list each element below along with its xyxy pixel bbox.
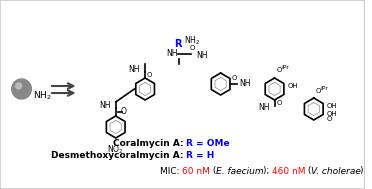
Polygon shape bbox=[136, 78, 154, 100]
Text: NH: NH bbox=[239, 80, 251, 88]
Circle shape bbox=[12, 79, 31, 99]
Text: NH$_2$: NH$_2$ bbox=[33, 90, 52, 102]
Text: E. faecium: E. faecium bbox=[216, 167, 264, 176]
Text: OH: OH bbox=[287, 83, 298, 89]
Text: NH: NH bbox=[166, 50, 177, 59]
Text: O: O bbox=[121, 108, 126, 116]
Text: NH: NH bbox=[129, 64, 140, 74]
Text: Coralmycin A:: Coralmycin A: bbox=[113, 139, 186, 149]
Text: O: O bbox=[147, 72, 153, 78]
Text: O: O bbox=[316, 88, 321, 94]
Circle shape bbox=[16, 83, 22, 89]
Text: ): ) bbox=[360, 167, 363, 176]
Text: NH: NH bbox=[258, 104, 270, 112]
Polygon shape bbox=[304, 98, 323, 120]
Text: OH: OH bbox=[327, 111, 337, 117]
Polygon shape bbox=[106, 116, 125, 138]
Text: (: ( bbox=[305, 167, 311, 176]
Text: 60 nM: 60 nM bbox=[182, 167, 210, 176]
Text: );: ); bbox=[263, 167, 272, 176]
Text: NO$_2$: NO$_2$ bbox=[108, 144, 124, 156]
Text: Desmethoxycoralmycin A:: Desmethoxycoralmycin A: bbox=[51, 152, 186, 160]
Text: MIC:: MIC: bbox=[160, 167, 182, 176]
Text: O: O bbox=[276, 100, 282, 106]
Text: R = OMe: R = OMe bbox=[186, 139, 230, 149]
Text: V. cholerae: V. cholerae bbox=[311, 167, 361, 176]
Polygon shape bbox=[211, 73, 230, 95]
Text: OH: OH bbox=[327, 103, 337, 109]
Text: NH$_2$: NH$_2$ bbox=[185, 35, 201, 47]
Text: iPr: iPr bbox=[321, 86, 328, 91]
Text: iPr: iPr bbox=[281, 65, 289, 70]
Polygon shape bbox=[265, 78, 284, 100]
Text: 460 nM: 460 nM bbox=[272, 167, 305, 176]
Text: O: O bbox=[232, 75, 237, 81]
Text: O: O bbox=[327, 116, 332, 122]
Text: O: O bbox=[189, 45, 195, 51]
Text: R = H: R = H bbox=[186, 152, 215, 160]
Text: (: ( bbox=[210, 167, 216, 176]
Text: R: R bbox=[174, 39, 181, 49]
Text: NH: NH bbox=[196, 51, 208, 60]
Text: O: O bbox=[276, 67, 282, 73]
Text: NH: NH bbox=[99, 101, 111, 109]
